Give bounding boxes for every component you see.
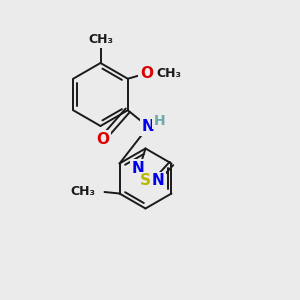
Text: N: N bbox=[151, 173, 164, 188]
Text: S: S bbox=[140, 173, 151, 188]
Text: CH₃: CH₃ bbox=[156, 67, 182, 80]
Text: N: N bbox=[142, 119, 155, 134]
Text: H: H bbox=[154, 114, 165, 128]
Text: O: O bbox=[140, 66, 153, 81]
Text: N: N bbox=[131, 160, 144, 175]
Text: CH₃: CH₃ bbox=[70, 184, 95, 198]
Text: CH₃: CH₃ bbox=[88, 33, 114, 46]
Text: O: O bbox=[97, 132, 110, 147]
